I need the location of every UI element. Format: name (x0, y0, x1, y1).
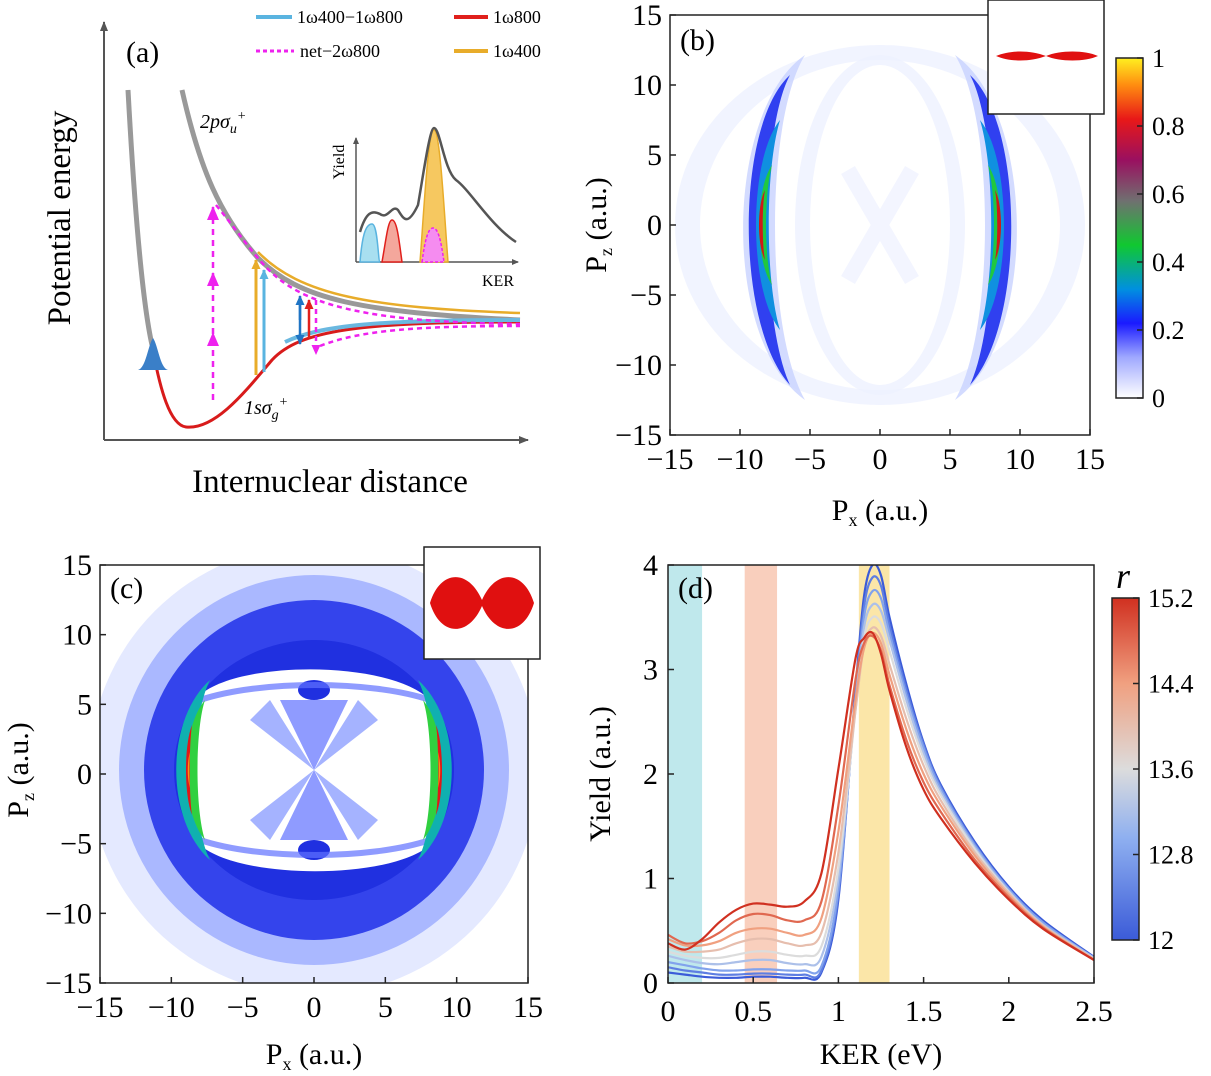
b-xtick-label: 15 (1075, 443, 1105, 476)
d-series-line-r14 (668, 626, 1094, 960)
panel-a: (a) Potential energy Internuclear distan… (42, 7, 541, 500)
b-xtick-label: 0 (873, 443, 888, 476)
b-cbar-label: 0.4 (1152, 248, 1185, 277)
b-ytick-label: 15 (632, 0, 662, 32)
c-xtick-label: 0 (307, 991, 322, 1024)
b-ytick-label: −10 (615, 349, 662, 382)
d-ytick-label: 2 (643, 758, 658, 791)
c-ytick-label: −5 (60, 828, 92, 861)
d-ytick-label: 3 (643, 654, 658, 687)
a-legend-3: net−2ω800 (300, 41, 380, 61)
d-cbar-label: 14.4 (1148, 670, 1194, 699)
b-xtick-label: −10 (717, 443, 764, 476)
b-ytick-label: −5 (630, 279, 662, 312)
d-cbar-label: 12 (1148, 926, 1174, 955)
c-panel-label: (c) (110, 572, 143, 605)
a-curve-1ssigma-red (150, 320, 521, 429)
panel-c: (c) −15 −10 −5 0 5 10 15 15 10 5 0 −5 −10 −15 Px (a.… (2, 546, 543, 1074)
a-legend-2: 1ω800 (493, 7, 541, 27)
d-ytick-label: 1 (643, 863, 658, 896)
b-xtick-label: −5 (794, 443, 826, 476)
d-ytick-label: 0 (643, 967, 658, 1000)
b-cbar-label: 0.2 (1152, 316, 1185, 345)
b-colorbar (1115, 57, 1144, 399)
c-xtick-label: −10 (148, 991, 195, 1024)
d-ytick-label: 4 (643, 549, 658, 582)
c-ytick-label: −10 (45, 897, 92, 930)
a-curve-gold (257, 251, 521, 315)
c-ytick-label: 5 (77, 688, 92, 721)
a-inset-curve (358, 126, 517, 244)
b-cbar-label: 1 (1152, 44, 1165, 73)
c-xtick-label: 10 (442, 991, 472, 1024)
c-xtick-label: −5 (227, 991, 259, 1024)
b-xtick-label: 5 (943, 443, 958, 476)
a-inset-ylabel: Yield (331, 145, 348, 180)
d-panel-label: (d) (678, 572, 713, 605)
d-xtick-label: 2 (1001, 995, 1016, 1028)
a-label-2psigma: 2pσu+ (200, 109, 246, 137)
d-xtick-label: 0 (661, 995, 676, 1028)
b-left-crescent (743, 55, 805, 400)
c-xlabel: Px (a.u.) (266, 1038, 362, 1074)
a-label-1ssigma: 1sσg+ (244, 395, 288, 423)
a-legend: 1ω400−1ω800 1ω800 net−2ω800 1ω400 (256, 7, 541, 61)
d-series-line-r14.4 (668, 631, 1094, 961)
a-wave-packet (138, 338, 168, 370)
d-xlabel: KER (eV) (820, 1038, 942, 1071)
c-ytick-label: 15 (62, 549, 92, 582)
d-cbar-label: 15.2 (1148, 584, 1194, 613)
d-xtick-label: 0.5 (734, 995, 772, 1028)
b-cbar-label: 0.6 (1152, 180, 1185, 209)
b-ytick-label: 5 (647, 139, 662, 172)
d-series-line-r15.2 (668, 630, 1094, 961)
b-panel-label: (b) (680, 24, 715, 57)
d-cbar-label: 13.6 (1148, 755, 1194, 784)
a-legend-4: 1ω400 (493, 41, 541, 61)
b-right-crescent (955, 55, 1017, 400)
b-ytick-label: 10 (632, 69, 662, 102)
a-curve-wall-grey (125, 89, 155, 346)
c-ytick-label: 0 (77, 758, 92, 791)
d-xtick-label: 2.5 (1075, 995, 1113, 1028)
a-curve-magenta-dashed (215, 204, 521, 326)
a-inset-xlabel: KER (482, 273, 514, 290)
b-cbar-label: 0.8 (1152, 112, 1185, 141)
d-series-line-r14.8 (668, 634, 1094, 961)
c-xtick-label: 15 (513, 991, 543, 1024)
c-ytick-label: −15 (45, 967, 92, 1000)
d-band-1 (744, 565, 778, 983)
b-ylabel: Pz (a.u.) (580, 177, 616, 272)
b-cbar-label: 0 (1152, 384, 1165, 413)
d-colorbar-label: r (1116, 556, 1131, 596)
d-cbar-label: 12.8 (1148, 841, 1194, 870)
d-ylabel: Yield (a.u.) (584, 706, 617, 842)
d-xtick-label: 1 (831, 995, 846, 1028)
c-xtick-label: −15 (77, 991, 124, 1024)
c-inset (423, 546, 541, 660)
d-xtick-label: 1.5 (905, 995, 943, 1028)
c-ytick-label: 10 (62, 619, 92, 652)
c-left-crescent (176, 680, 210, 860)
panel-d: (d) 0 0.5 1 1.5 2 2.5 4 3 2 1 0 KER (eV) Yield (a… (584, 549, 1194, 1071)
c-ylabel: Pz (a.u.) (2, 722, 38, 817)
a-panel-label: (a) (126, 36, 159, 69)
a-ylabel: Potential energy (42, 110, 78, 325)
c-right-crescent (418, 680, 452, 860)
a-inset: Yield KER (331, 126, 519, 290)
b-xlabel: Px (a.u.) (832, 494, 928, 530)
b-ytick-label: −15 (615, 419, 662, 452)
c-xtick-label: 5 (378, 991, 393, 1024)
b-xtick-label: −15 (647, 443, 694, 476)
b-inset (987, 0, 1105, 115)
b-xtick-label: 10 (1005, 443, 1035, 476)
b-ytick-label: 0 (647, 209, 662, 242)
a-xlabel: Internuclear distance (192, 464, 468, 500)
a-legend-1: 1ω400−1ω800 (297, 7, 403, 27)
